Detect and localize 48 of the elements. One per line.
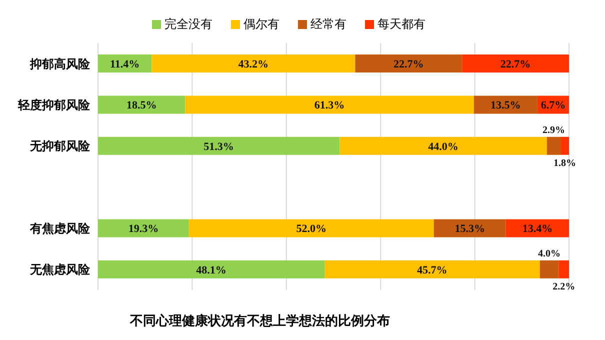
data-label: 44.0% xyxy=(428,140,458,153)
bar xyxy=(546,136,561,155)
bar xyxy=(506,219,569,238)
data-label: 2.9% xyxy=(542,124,565,136)
legend-label: 完全没有 xyxy=(164,16,212,33)
bar xyxy=(152,54,356,73)
bar xyxy=(98,96,186,114)
data-label: 13.5% xyxy=(490,100,521,112)
y-tick-label: 有焦虑风险 xyxy=(29,222,91,236)
data-label: 18.5% xyxy=(126,100,157,112)
bar xyxy=(540,260,559,278)
legend-label: 经常有 xyxy=(310,16,346,33)
y-tick-label: 轻度抑郁风险 xyxy=(17,98,91,112)
data-label: 1.8% xyxy=(554,158,576,169)
data-label: 43.2% xyxy=(238,58,269,71)
data-label: 45.7% xyxy=(417,264,448,276)
data-label: 11.4% xyxy=(110,58,140,71)
legend-label: 偶尔有 xyxy=(242,16,280,33)
legend-label: 每天都有 xyxy=(376,16,426,33)
data-label: 22.7% xyxy=(500,58,531,71)
y-tick-label: 无焦虑风险 xyxy=(29,262,91,277)
data-label: 48.1% xyxy=(196,264,226,276)
bar xyxy=(98,260,325,278)
data-label: 19.3% xyxy=(128,223,159,236)
data-label: 52.0% xyxy=(296,223,326,236)
data-label: 4.0% xyxy=(538,248,560,260)
data-label: 22.7% xyxy=(394,58,424,71)
data-label: 6.7% xyxy=(540,100,566,112)
bar xyxy=(185,96,474,114)
bar xyxy=(98,219,189,238)
bar xyxy=(188,219,434,238)
bar xyxy=(355,54,462,73)
data-label: 61.3% xyxy=(314,100,345,112)
bar xyxy=(560,136,569,155)
bar xyxy=(474,96,538,114)
bar xyxy=(340,136,547,155)
data-label: 15.3% xyxy=(454,223,485,236)
y-tick-label: 无抑郁风险 xyxy=(29,139,91,154)
text: 不同心理健康状况有不想上学想法的比例分布 xyxy=(128,312,391,330)
data-label: 51.3% xyxy=(204,140,234,153)
bar xyxy=(462,54,569,73)
y-tick-label: 抑郁高风险 xyxy=(29,56,91,71)
bar xyxy=(558,260,569,278)
data-label: 2.2% xyxy=(552,281,576,292)
bar xyxy=(434,219,506,238)
bar xyxy=(98,136,340,155)
bar xyxy=(324,260,540,278)
data-label: 13.4% xyxy=(522,223,553,236)
